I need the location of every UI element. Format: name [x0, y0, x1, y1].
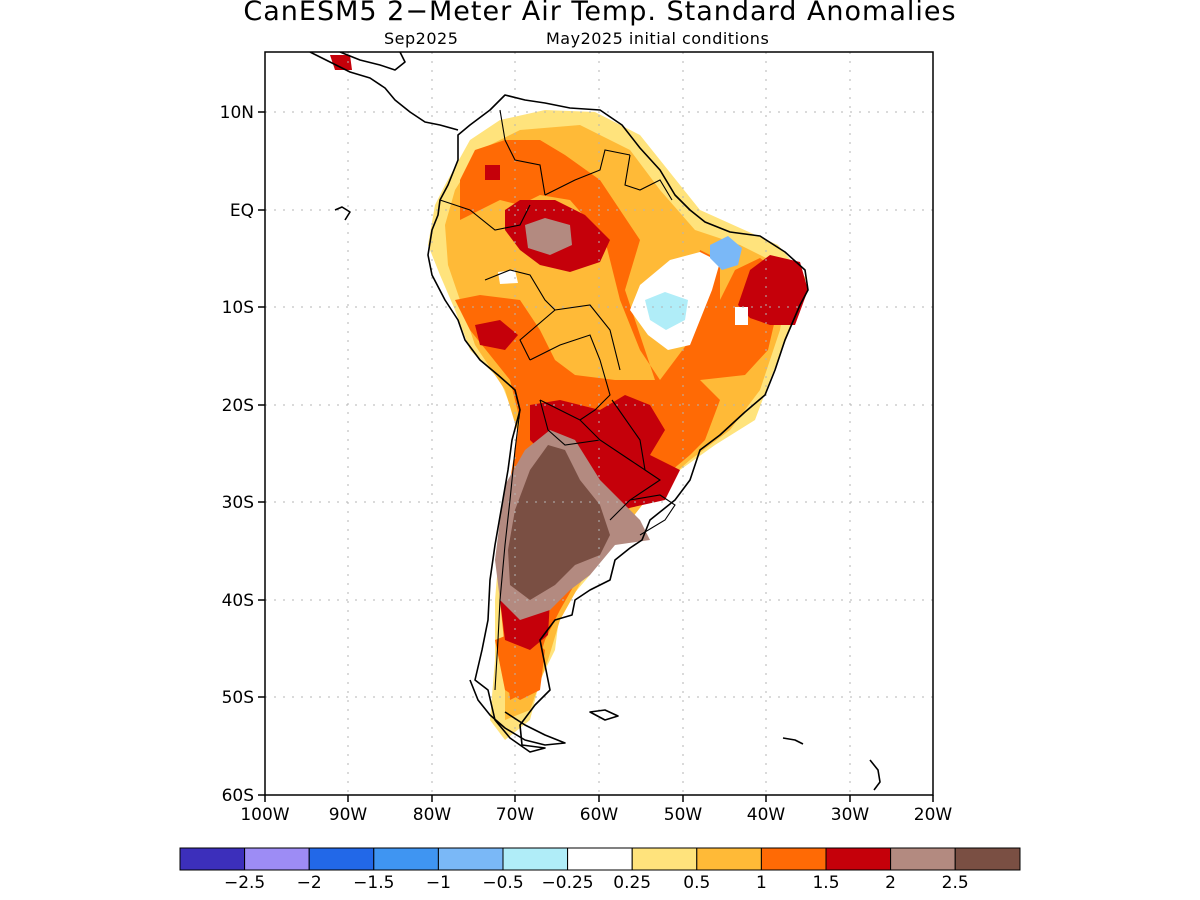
- border-peru-brazil: [484, 269, 556, 361]
- colorbar-label: −1: [426, 873, 451, 893]
- longitude-labels: 100W 90W 80W 70W 60W 50W 40W 30W 20W: [240, 805, 952, 825]
- colorbar-label: 1.5: [812, 873, 839, 893]
- map-title: CanESM5 2−Meter Air Temp. Standard Anoma…: [243, 0, 957, 27]
- colorbar-swatch: [373, 847, 439, 871]
- colorbar: −2.5 −2 −1.5 −1 −0.5 −0.25 0.25 0.5 1 1.…: [179, 847, 1021, 893]
- border-venezuela-brazil: [544, 149, 631, 196]
- lat-label: EQ: [230, 201, 254, 221]
- colorbar-swatch: [890, 847, 956, 871]
- colorbar-swatch: [825, 847, 892, 871]
- continent-outline: [427, 94, 809, 753]
- colorbar-label: −0.5: [482, 873, 523, 893]
- border-colombia-venezuela: [499, 109, 546, 196]
- tierra-del-fuego: [469, 679, 566, 746]
- border-colombia-south: [439, 199, 531, 231]
- border-uruguay: [629, 494, 676, 536]
- anomaly-fields: [330, 55, 808, 740]
- border-brazil-argentina: [609, 469, 661, 521]
- lon-label: 100W: [240, 805, 289, 825]
- field-red-caribbean: [330, 55, 352, 70]
- border-brazil-bolivia: [554, 304, 621, 371]
- border-argentina-north: [539, 399, 601, 446]
- central-america-outline: [309, 52, 459, 131]
- colorbar-swatch: [437, 847, 504, 871]
- latitude-labels: 10N EQ 10S 20S 30S 40S 50S 60S: [220, 103, 254, 806]
- colorbar-label: 2: [885, 873, 896, 893]
- galapagos: [334, 206, 351, 221]
- south-georgia: [782, 737, 804, 745]
- lon-label: 60W: [580, 805, 619, 825]
- border-chile-argentina: [494, 409, 521, 691]
- lat-label: 60S: [222, 786, 254, 806]
- field-rosy-amazon: [525, 218, 572, 255]
- lat-label: 20S: [222, 396, 254, 416]
- field-red-andes: [475, 320, 518, 350]
- lat-label: 10N: [220, 103, 254, 123]
- border-bolivia: [529, 334, 611, 421]
- colorbar-label: −1.5: [353, 873, 394, 893]
- field-level-6: [508, 445, 610, 600]
- colorbar-label: 2.5: [942, 873, 969, 893]
- field-sky-blue: [710, 236, 742, 270]
- graticule: [265, 52, 933, 795]
- lon-label: 80W: [413, 805, 452, 825]
- colorbar-label: 0.25: [613, 873, 651, 893]
- colorbar-swatch: [631, 847, 698, 871]
- falklands: [589, 709, 619, 721]
- field-white-small: [735, 307, 748, 325]
- lon-label: 90W: [329, 805, 368, 825]
- field-light-cyan: [645, 292, 688, 330]
- colorbar-swatch: [179, 847, 246, 871]
- field-brown: [508, 445, 610, 600]
- colorbar-label: −0.25: [542, 873, 594, 893]
- field-white-andes: [498, 270, 518, 284]
- lon-label: 20W: [914, 805, 953, 825]
- field-red-northeast: [738, 255, 808, 325]
- lon-label: 40W: [747, 805, 786, 825]
- colorbar-label: −2.5: [224, 873, 265, 893]
- lat-label: 10S: [222, 298, 254, 318]
- colorbar-label: −2: [297, 873, 322, 893]
- colorbar-label: 0.5: [683, 873, 710, 893]
- lon-label: 50W: [664, 805, 703, 825]
- border-paraguay: [579, 399, 646, 472]
- colorbar-swatch: [502, 847, 569, 871]
- coastlines: [309, 52, 881, 791]
- lat-label: 30S: [222, 493, 254, 513]
- border-guianas: [624, 154, 673, 201]
- field-cool: [498, 236, 748, 350]
- country-borders: [439, 109, 676, 691]
- colorbar-label: 1: [756, 873, 767, 893]
- atlantic-islands: [869, 759, 881, 791]
- colorbar-swatch: [954, 847, 1021, 871]
- lon-label: 30W: [831, 805, 870, 825]
- field-orange: [460, 140, 790, 380]
- colorbar-swatch: [567, 847, 633, 871]
- tick-marks: [258, 111, 934, 802]
- forecast-month: Sep2025: [384, 29, 459, 48]
- colorbar-swatch: [696, 847, 762, 871]
- colorbar-swatch: [244, 847, 310, 871]
- field-red-chaco: [530, 395, 680, 510]
- lat-label: 50S: [222, 688, 254, 708]
- lon-label: 70W: [496, 805, 535, 825]
- field-red-colombia: [485, 165, 500, 180]
- lat-label: 40S: [222, 591, 254, 611]
- initial-conditions-label: May2025 initial conditions: [546, 29, 770, 48]
- colorbar-swatch: [308, 847, 375, 871]
- central-america-outline-2: [339, 52, 406, 71]
- colorbar-swatch: [760, 847, 827, 871]
